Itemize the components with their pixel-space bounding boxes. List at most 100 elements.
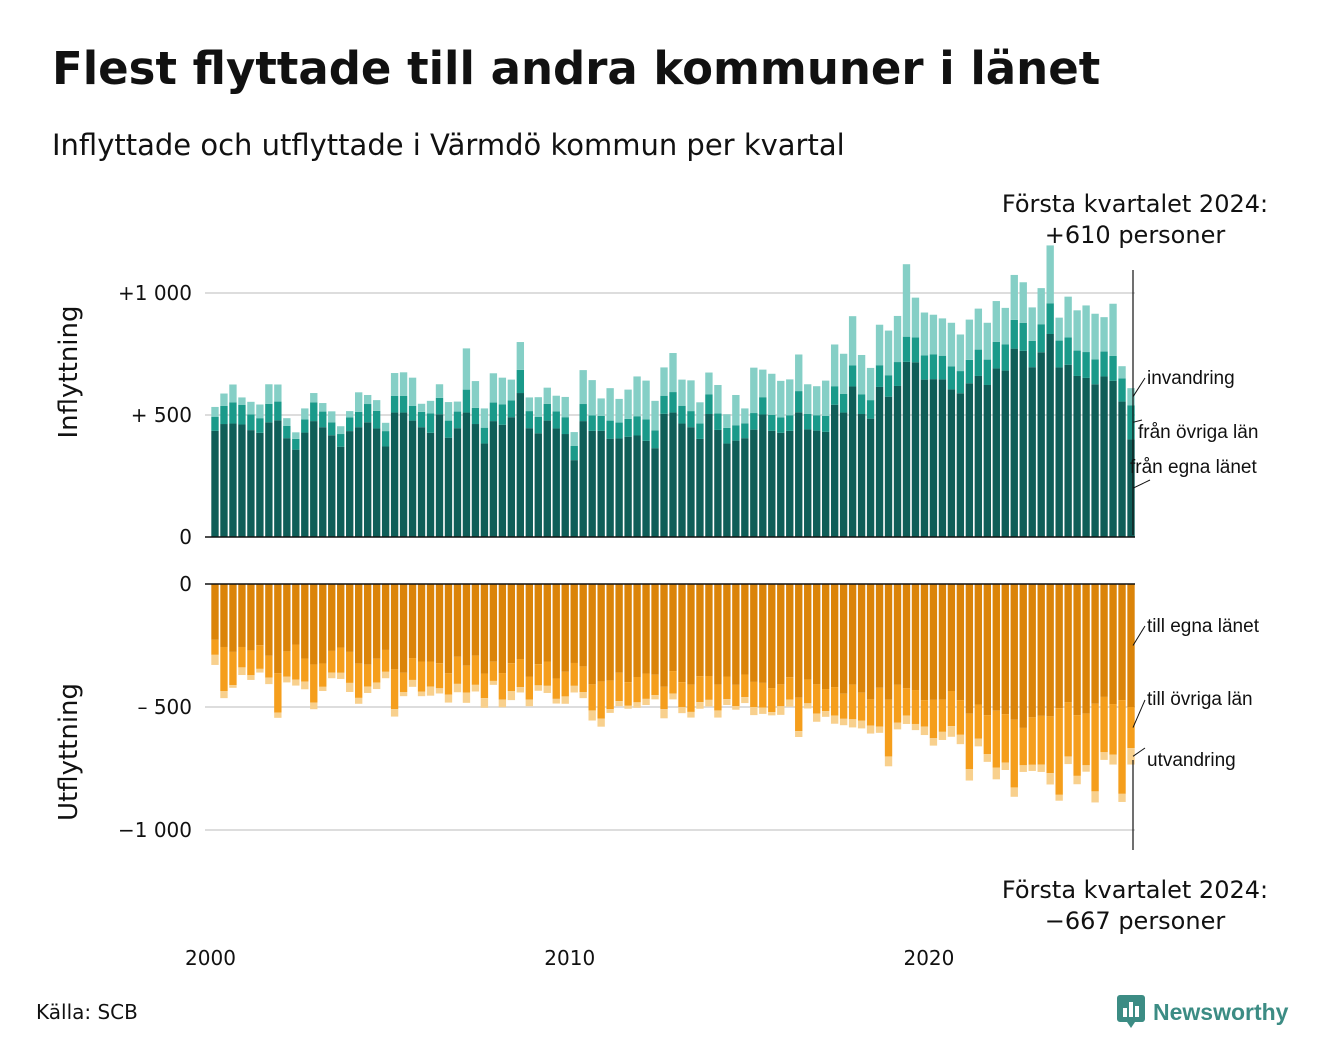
outflow-bar-other-counties — [741, 674, 749, 698]
inflow-bar-immigration — [830, 344, 839, 387]
outflow-bar-own-county — [498, 584, 507, 674]
outflow-bar-emigration — [777, 706, 785, 715]
outflow-bar-own-county — [1100, 584, 1108, 697]
inflow-bar-other-counties — [866, 400, 875, 419]
outflow-bar-other-counties — [660, 686, 668, 710]
inflow-bar-own-county — [866, 418, 875, 537]
outflow-bar-emigration — [615, 701, 623, 707]
inflow-bar-other-counties — [642, 419, 650, 441]
inflow-bar-own-county — [543, 420, 551, 537]
inflow-bar-own-county — [956, 393, 965, 537]
brand-logo: Newsworthy — [1117, 994, 1288, 1030]
outflow-bar-emigration — [929, 738, 938, 746]
inflow-bar-immigration — [911, 297, 920, 338]
outflow-bar-other-counties — [1127, 707, 1135, 749]
outflow-bar-other-counties — [875, 687, 884, 727]
inflow-bar-immigration — [947, 322, 956, 367]
outflow-bar-own-county — [974, 584, 983, 705]
inflow-bar-other-counties — [346, 417, 354, 432]
outflow-bar-other-counties — [669, 671, 677, 694]
outflow-bar-own-county — [830, 584, 839, 688]
inflow-bar-other-counties — [705, 394, 713, 415]
outflow-bar-own-county — [229, 584, 237, 652]
inflow-bar-immigration — [301, 408, 309, 420]
outflow-bar-emigration — [606, 709, 614, 713]
inflow-bar-other-counties — [417, 411, 426, 428]
inflow-bar-own-county — [1082, 377, 1090, 537]
inflow-bar-other-counties — [786, 415, 794, 431]
outflow-bar-emigration — [229, 685, 237, 688]
inflow-bar-other-counties — [381, 431, 390, 447]
outflow-bar-own-county — [310, 584, 318, 665]
outflow-bar-own-county — [1091, 584, 1099, 704]
inflow-bar-immigration — [238, 397, 246, 405]
outflow-ytick-label: – 500 — [137, 695, 192, 719]
inflow-bar-other-counties — [516, 369, 525, 394]
inflow-bar-immigration — [408, 377, 417, 406]
outflow-bar-own-county — [920, 584, 929, 701]
inflow-bar-own-county — [256, 432, 264, 537]
outflow-bar-emigration — [435, 688, 444, 694]
inflow-bar-other-counties — [247, 414, 255, 431]
inflow-bar-immigration — [678, 379, 686, 406]
outflow-bar-emigration — [786, 699, 794, 707]
outflow-bar-own-county — [1028, 584, 1036, 718]
inflow-bar-other-counties — [633, 416, 641, 436]
outflow-bar-emigration — [965, 769, 974, 781]
outflow-bar-other-counties — [256, 645, 264, 669]
inflow-bar-other-counties — [426, 413, 435, 433]
legend-label-immigration: invandring — [1147, 368, 1235, 389]
inflow-bar-own-county — [830, 404, 839, 537]
inflow-bar-own-county — [606, 438, 614, 537]
outflow-bar-emigration — [1010, 787, 1018, 797]
inflow-bar-own-county — [516, 393, 525, 537]
outflow-bar-own-county — [642, 584, 650, 674]
outflow-bar-own-county — [624, 584, 632, 683]
inflow-bar-immigration — [804, 384, 812, 414]
outflow-bar-other-counties — [247, 650, 255, 676]
outflow-bar-other-counties — [983, 715, 991, 755]
inflow-bar-immigration — [355, 392, 363, 412]
inflow-bar-other-counties — [804, 413, 812, 430]
outflow-bar-other-counties — [498, 673, 507, 700]
outflow-bar-own-county — [768, 584, 776, 689]
legend-leader-line — [1132, 625, 1146, 646]
outflow-bar-own-county — [292, 584, 300, 645]
inflow-bar-other-counties — [741, 423, 749, 439]
inflow-bar-immigration — [337, 426, 345, 435]
outflow-bar-other-counties — [543, 661, 551, 686]
inflow-bar-immigration — [211, 406, 219, 417]
outflow-bar-other-counties — [839, 693, 848, 719]
inflow-bar-own-county — [1100, 376, 1108, 537]
outflow-bar-emigration — [256, 668, 264, 673]
inflow-bar-immigration — [1028, 307, 1036, 341]
outflow-bar-own-county — [660, 584, 668, 687]
outflow-bar-other-counties — [220, 646, 228, 692]
outflow-bar-emigration — [893, 722, 902, 730]
outflow-bar-own-county — [328, 584, 336, 651]
inflow-bar-other-counties — [884, 375, 893, 397]
inflow-bar-immigration — [983, 322, 991, 360]
bottom-annotation-line2: −667 personer — [1045, 907, 1226, 935]
outflow-bar-other-counties — [211, 639, 219, 655]
outflow-bar-own-county — [211, 584, 219, 640]
inflow-bar-other-counties — [875, 365, 884, 387]
source-note: Källa: SCB — [36, 1000, 138, 1024]
outflow-bar-other-counties — [938, 699, 947, 732]
inflow-bar-immigration — [328, 411, 336, 423]
inflow-bar-immigration — [1055, 317, 1063, 341]
inflow-bar-own-county — [552, 428, 560, 537]
outflow-bar-other-counties — [426, 661, 435, 687]
outflow-bar-emigration — [857, 720, 866, 729]
outflow-bar-other-counties — [1001, 714, 1009, 763]
inflow-bar-other-counties — [552, 411, 560, 429]
outflow-bar-emigration — [678, 707, 686, 714]
inflow-bar-other-counties — [696, 423, 704, 439]
outflow-bar-other-counties — [1055, 708, 1063, 795]
inflow-axis-title: Inflyttning — [54, 306, 84, 439]
outflow-bar-own-county — [516, 584, 525, 660]
inflow-bar-own-county — [804, 429, 812, 537]
outflow-bar-emigration — [875, 726, 884, 733]
outflow-bar-emigration — [1073, 775, 1081, 785]
outflow-bar-other-counties — [507, 663, 516, 692]
